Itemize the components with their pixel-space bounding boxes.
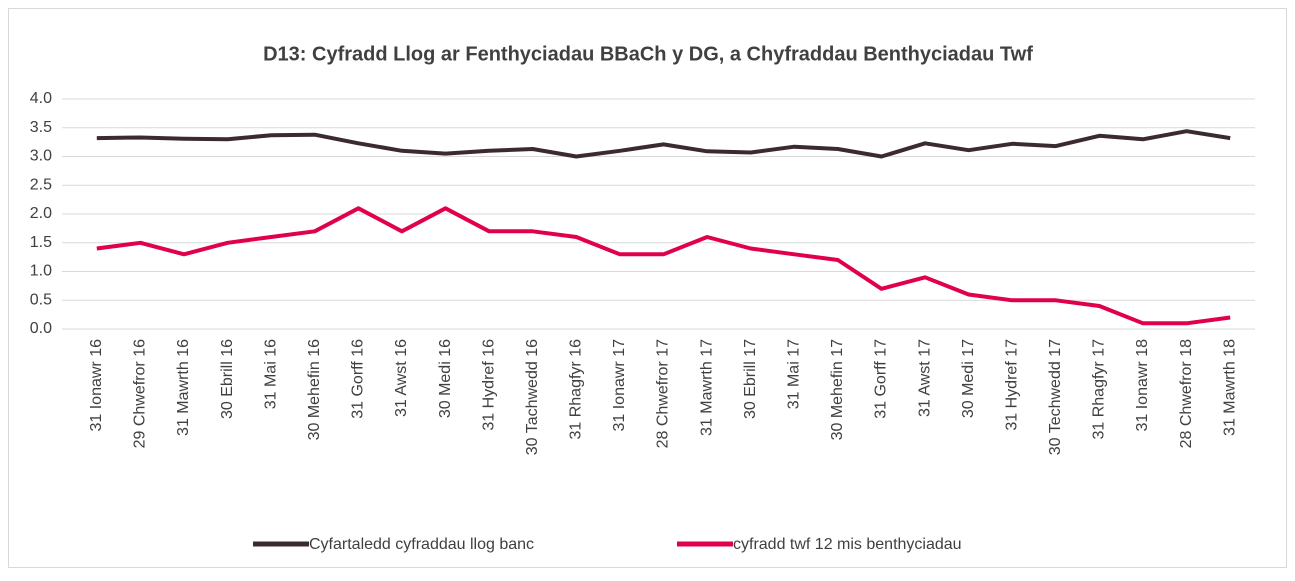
x-tick-label: 30 Tachwedd 16 bbox=[524, 339, 541, 455]
x-tick-label: 30 Medi 17 bbox=[960, 339, 977, 418]
x-tick-label: 31 Mai 17 bbox=[785, 339, 802, 409]
x-tick-label: 31 Ionawr 17 bbox=[611, 339, 628, 432]
y-tick-label: 1.5 bbox=[30, 234, 52, 251]
x-tick-label: 28 Chwefror 18 bbox=[1178, 339, 1195, 448]
x-tick-label: 31 Ionawr 16 bbox=[88, 339, 105, 432]
x-tick-label: 31 Ionawr 18 bbox=[1134, 339, 1151, 432]
x-tick-label: 31 Mawrth 17 bbox=[698, 339, 715, 436]
x-tick-label: 31 Awst 16 bbox=[393, 339, 410, 417]
series-line bbox=[96, 206, 1231, 326]
x-tick-label: 31 Awst 17 bbox=[916, 339, 933, 417]
x-tick-label: 31 Mai 16 bbox=[262, 339, 279, 409]
chart-title: D13: Cyfradd Llog ar Fenthyciadau BBaCh … bbox=[263, 43, 1033, 65]
y-tick-label: 1.0 bbox=[30, 263, 52, 280]
y-tick-label: 3.5 bbox=[30, 119, 52, 136]
x-tick-label: 31 Hydref 17 bbox=[1003, 339, 1020, 431]
x-tick-label: 31 Rhagfyr 16 bbox=[568, 339, 585, 440]
x-tick-label: 31 Hydref 16 bbox=[480, 339, 497, 431]
x-tick-label: 29 Chwefror 16 bbox=[132, 339, 149, 448]
x-tick-label: 30 Ebrill 16 bbox=[219, 339, 236, 419]
y-tick-label: 0.0 bbox=[30, 320, 52, 337]
y-tick-label: 2.0 bbox=[30, 205, 52, 222]
x-tick-label: 31 Rhagfyr 17 bbox=[1091, 339, 1108, 440]
y-tick-label: 0.5 bbox=[30, 291, 52, 308]
x-tick-label: 28 Chwefror 17 bbox=[655, 339, 672, 448]
chart-border bbox=[8, 8, 1287, 568]
x-tick-label: 30 Ebrill 17 bbox=[742, 339, 759, 419]
y-tick-label: 2.5 bbox=[30, 176, 52, 193]
series-line bbox=[96, 129, 1231, 159]
x-tick-label: 31 Gorff 17 bbox=[873, 339, 890, 419]
x-tick-label: 31 Gorff 16 bbox=[350, 339, 367, 419]
y-tick-label: 4.0 bbox=[30, 90, 52, 107]
x-tick-label: 30 Medi 16 bbox=[437, 339, 454, 418]
x-tick-label: 30 Techwedd 17 bbox=[1047, 339, 1064, 455]
y-tick-label: 3.0 bbox=[30, 148, 52, 165]
legend-label: Cyfartaledd cyfraddau llog banc bbox=[309, 536, 534, 553]
x-tick-label: 30 Mehefin 16 bbox=[306, 339, 323, 441]
x-tick-label: 30 Mehefin 17 bbox=[829, 339, 846, 441]
x-tick-label: 31 Mawrth 18 bbox=[1221, 339, 1238, 436]
x-tick-label: 31 Mawrth 16 bbox=[175, 339, 192, 436]
legend-label: cyfradd twf 12 mis benthyciadau bbox=[733, 536, 962, 553]
